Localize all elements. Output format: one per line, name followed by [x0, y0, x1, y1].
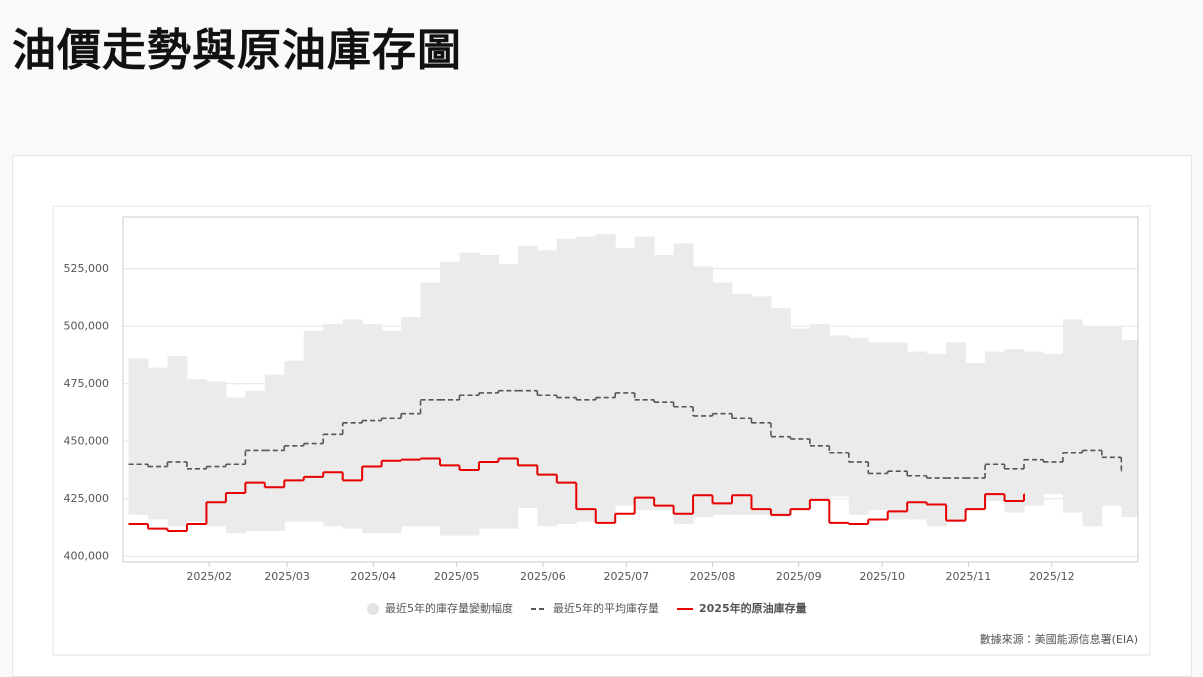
- range-band: [362, 323, 383, 534]
- range-band: [1062, 319, 1083, 513]
- range-band: [342, 319, 363, 529]
- range-band: [440, 261, 460, 536]
- range-band: [225, 397, 246, 534]
- range-band: [985, 351, 1006, 502]
- x-tick-label: 2025/10: [859, 570, 905, 583]
- x-tick-label: 2025/07: [603, 570, 649, 583]
- range-band: [965, 363, 986, 511]
- range-band: [128, 358, 149, 515]
- range-band: [654, 254, 675, 511]
- range-band: [420, 282, 441, 527]
- range-band: [206, 381, 227, 527]
- range-band: [693, 266, 714, 518]
- range-band: [751, 296, 772, 515]
- range-band: [615, 248, 636, 506]
- range-band: [186, 379, 207, 522]
- x-tick-label: 2025/03: [264, 570, 310, 583]
- range-band: [887, 342, 908, 520]
- range-band: [907, 351, 928, 520]
- range-band: [1023, 351, 1044, 506]
- y-tick-label: 500,000: [64, 319, 110, 332]
- y-tick-label: 475,000: [64, 377, 110, 390]
- range-band: [634, 236, 655, 511]
- legend-label: 2025年的原油庫存量: [699, 601, 807, 615]
- y-tick-label: 425,000: [64, 492, 110, 505]
- range-band: [829, 335, 850, 497]
- range-band: [556, 238, 577, 525]
- range-band: [498, 264, 519, 529]
- range-band: [926, 353, 947, 527]
- x-tick-label: 2025/08: [690, 570, 736, 583]
- y-tick-label: 450,000: [64, 434, 110, 447]
- range-band: [848, 337, 869, 515]
- range-band: [323, 323, 344, 527]
- y-tick-label: 525,000: [64, 262, 110, 275]
- range-band: [1101, 326, 1122, 506]
- range-band: [167, 356, 188, 527]
- range-band: [1004, 349, 1025, 513]
- range-band: [459, 252, 480, 536]
- y-tick-label: 400,000: [64, 549, 110, 562]
- range-band: [790, 328, 811, 511]
- x-tick-label: 2025/06: [520, 570, 566, 583]
- range-band: [1121, 340, 1139, 518]
- x-tick-label: 2025/12: [1029, 570, 1075, 583]
- x-tick-label: 2025/04: [350, 570, 396, 583]
- range-band: [284, 360, 305, 522]
- range-band: [245, 390, 266, 531]
- range-band: [1082, 326, 1103, 527]
- legend-swatch: [367, 603, 379, 615]
- range-band: [478, 254, 499, 529]
- range-band: [381, 330, 402, 534]
- range-band: [712, 282, 733, 515]
- page-title: 油價走勢與原油庫存圖: [12, 25, 462, 76]
- range-band: [264, 374, 285, 531]
- chart-frame: [52, 205, 1151, 656]
- range-band: [401, 317, 422, 527]
- range-band: [303, 330, 324, 522]
- legend-label: 最近5年的平均庫存量: [553, 601, 659, 615]
- legend-label: 最近5年的庫存量變動幅度: [385, 601, 513, 615]
- range-band: [809, 323, 830, 499]
- x-tick-label: 2025/09: [776, 570, 822, 583]
- range-band: [576, 236, 597, 522]
- line-series: [128, 457, 1025, 532]
- x-tick-label: 2025/02: [186, 570, 232, 583]
- x-tick-label: 2025/05: [434, 570, 480, 583]
- range-band: [732, 294, 752, 515]
- plot-border: [122, 216, 1139, 563]
- source-note: 數據來源：美國能源信息署(EIA): [980, 632, 1138, 646]
- range-band: [770, 307, 791, 518]
- range-band: [1043, 353, 1064, 495]
- range-band: [946, 342, 967, 522]
- range-band: [595, 234, 616, 522]
- range-band: [148, 367, 168, 520]
- range-band: [673, 243, 694, 525]
- range-band: [537, 250, 558, 527]
- line-series: [128, 389, 1123, 479]
- range-band: [517, 245, 538, 508]
- x-tick-label: 2025/11: [946, 570, 992, 583]
- range-band: [868, 342, 889, 511]
